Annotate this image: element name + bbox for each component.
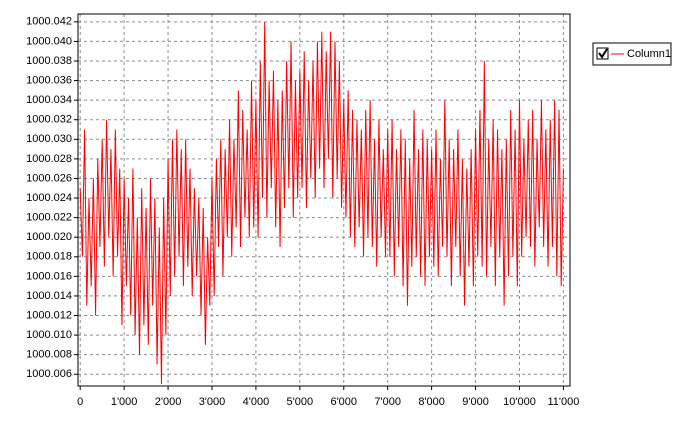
y-tick-label: 1000.036 [26,74,72,86]
x-tick-label: 7'000 [374,396,401,408]
y-tick-label: 1000.028 [26,153,72,165]
checkmark [598,48,608,59]
plot-area [79,21,564,385]
y-tick-label: 1000.040 [26,35,72,47]
y-tick-label: 1000.034 [26,94,72,106]
legend-box [592,42,672,66]
x-tick-label: 6'000 [330,396,357,408]
x-tick-label: 5'000 [287,396,314,408]
y-tick-label: 1000.020 [26,231,72,243]
y-tick-label: 1000.042 [26,16,72,28]
plot-frame [77,13,571,387]
legend[interactable]: Column1 [592,42,672,66]
x-tick-label: 3'000 [199,396,226,408]
x-tick-label: 8'000 [418,396,445,408]
y-tick-label: 1000.030 [26,133,72,145]
y-tick-label: 1000.026 [26,172,72,184]
x-tick-label: 11'000 [547,396,579,408]
y-tick-label: 1000.022 [26,212,72,224]
y-tick-label: 1000.006 [26,368,72,380]
x-tick-label: 9'000 [462,396,489,408]
y-tick-label: 1000.008 [26,349,72,361]
x-tick-label: 2'000 [155,396,182,408]
y-tick-label: 1000.010 [26,329,72,341]
y-tick-label: 1000.032 [26,114,72,126]
y-tick-label: 1000.014 [26,290,72,302]
y-tick-label: 1000.012 [26,309,72,321]
y-tick-label: 1000.024 [26,192,72,204]
x-tick-label: 4'000 [243,396,270,408]
y-tick-label: 1000.018 [26,251,72,263]
y-tick-label: 1000.038 [26,55,72,67]
x-tick-label: 1'000 [111,396,138,408]
grid [74,14,570,390]
y-tick-label: 1000.016 [26,270,72,282]
data-line [79,21,564,385]
x-tick-label: 0 [77,396,83,408]
x-tick-label: 10'000 [503,396,536,408]
legend-label: Column1 [627,48,671,60]
legend-checkbox[interactable] [596,47,609,60]
